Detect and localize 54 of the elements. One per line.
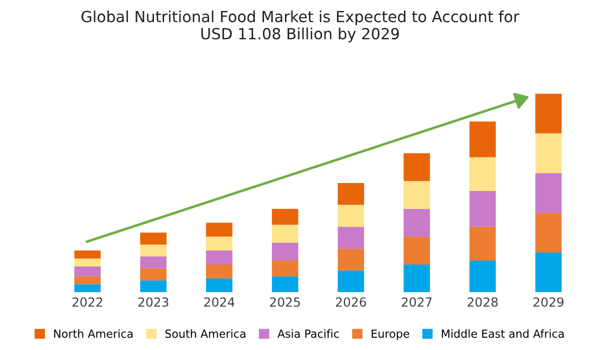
legend-label: South America bbox=[165, 329, 246, 338]
bar bbox=[404, 236, 430, 264]
bar bbox=[272, 242, 298, 260]
bar bbox=[469, 157, 496, 191]
bar bbox=[272, 224, 298, 243]
bar bbox=[404, 153, 430, 182]
bar bbox=[338, 204, 364, 227]
legend-label: Asia Pacific bbox=[277, 329, 339, 338]
bar bbox=[338, 226, 364, 249]
bar bbox=[469, 226, 496, 260]
x-tick-label: 2023 bbox=[138, 297, 168, 307]
bar bbox=[140, 244, 167, 257]
bar bbox=[74, 266, 101, 276]
legend-label: Europe bbox=[372, 330, 410, 340]
bar bbox=[404, 208, 430, 237]
bar bbox=[74, 284, 101, 292]
bar bbox=[140, 232, 167, 245]
bar bbox=[206, 278, 232, 292]
bar bbox=[338, 248, 364, 270]
bar bbox=[469, 190, 496, 227]
bar bbox=[140, 256, 167, 268]
x-tick-label: 2027 bbox=[402, 297, 432, 307]
legend-label: North America bbox=[54, 329, 133, 338]
bar bbox=[206, 264, 232, 278]
x-tick-label: 2025 bbox=[270, 297, 300, 307]
bar bbox=[74, 258, 101, 266]
bar bbox=[338, 270, 364, 292]
bar bbox=[535, 252, 562, 292]
bar bbox=[469, 260, 496, 292]
bar bbox=[404, 181, 430, 209]
bar bbox=[272, 276, 298, 292]
bar bbox=[535, 212, 562, 253]
bar bbox=[140, 268, 167, 280]
bar bbox=[535, 94, 562, 134]
legend-label: Middle East and Africa bbox=[442, 329, 564, 338]
bar bbox=[272, 208, 298, 225]
x-tick-label: 2024 bbox=[204, 297, 234, 307]
bar bbox=[74, 276, 101, 284]
bar bbox=[206, 236, 232, 251]
bar bbox=[535, 133, 562, 174]
x-tick-label: 2029 bbox=[534, 297, 564, 307]
x-tick-label: 2026 bbox=[336, 297, 366, 307]
bar bbox=[206, 222, 232, 237]
x-tick-label: 2022 bbox=[72, 297, 102, 307]
bar bbox=[338, 183, 364, 205]
x-tick-label: 2028 bbox=[468, 297, 498, 307]
bar bbox=[535, 173, 562, 213]
bar bbox=[469, 121, 496, 158]
bar bbox=[206, 250, 232, 264]
chart-title: Global Nutritional Food Market is Expected to Account for USD 11.08 Billion by 2029 bbox=[81, 10, 520, 42]
bar bbox=[74, 250, 101, 258]
bar bbox=[272, 260, 298, 276]
bar bbox=[404, 264, 430, 292]
bar bbox=[140, 280, 167, 292]
